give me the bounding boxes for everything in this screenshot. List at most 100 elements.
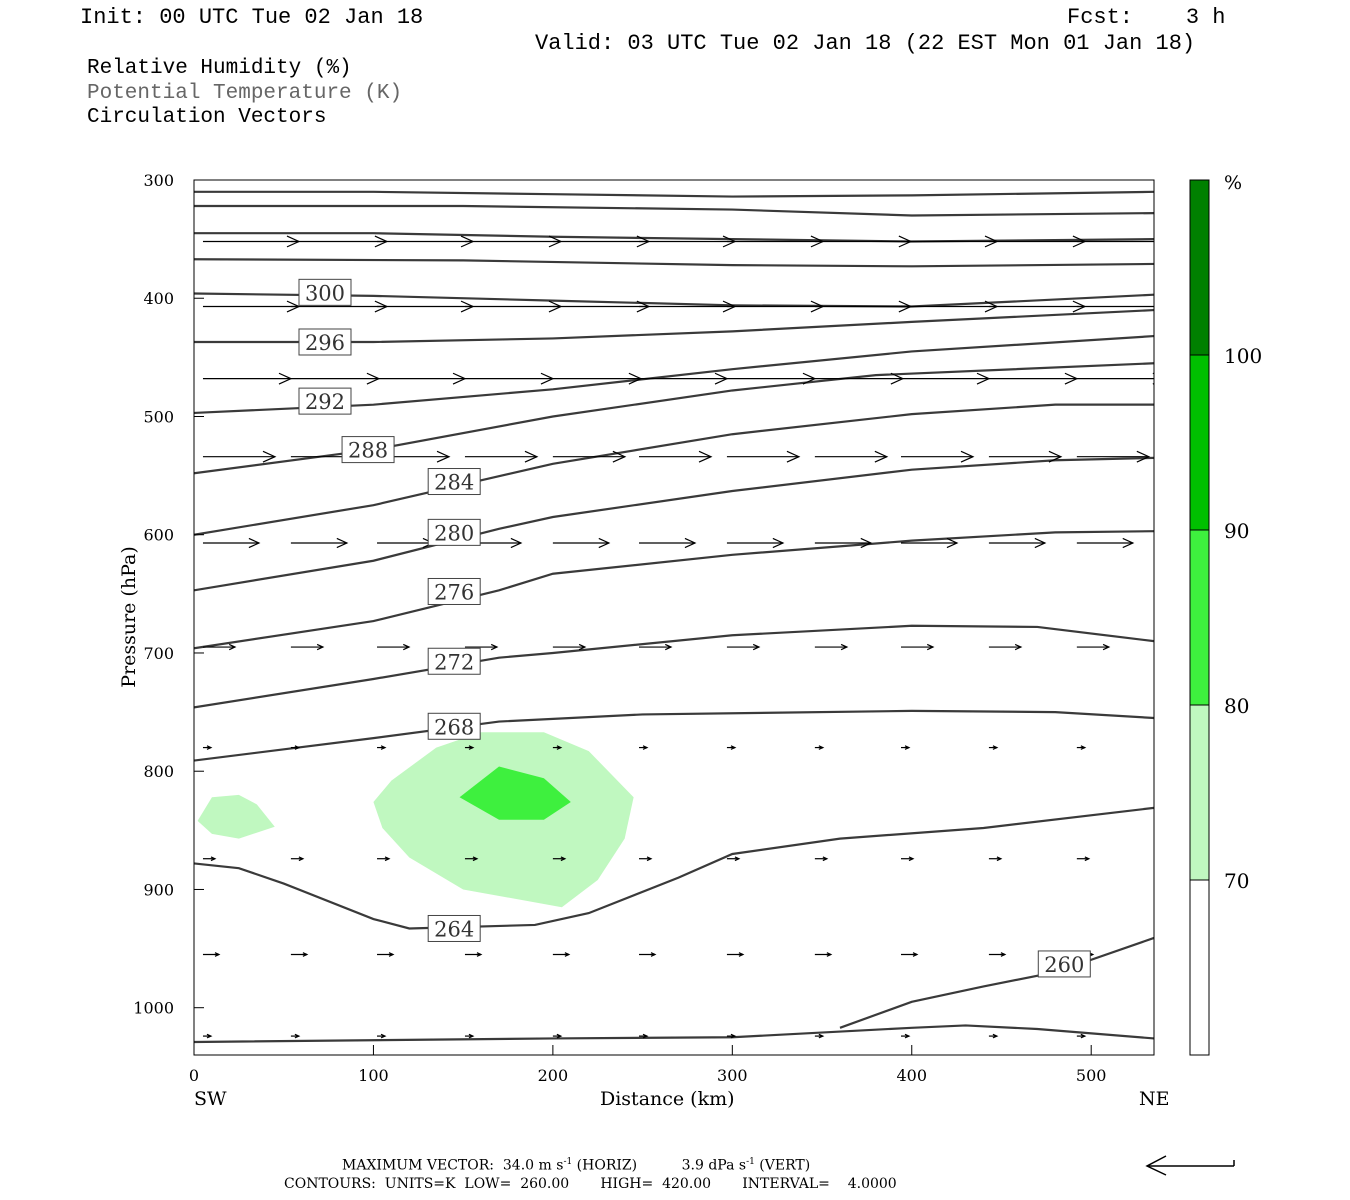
wind-vector: [988, 856, 1003, 862]
colorbar-unit: %: [1224, 172, 1242, 194]
wind-vector-head: [684, 537, 697, 549]
y-tick-label: 900: [143, 880, 174, 899]
wind-vector-head: [904, 1033, 911, 1039]
wind-vector: [988, 745, 999, 750]
wind-vector-head: [436, 450, 451, 463]
wind-vector-head: [840, 643, 849, 651]
wind-vector-head: [818, 1033, 825, 1039]
contour-label-box: [427, 577, 481, 605]
contour-label: 288: [348, 439, 388, 463]
wind-vector-head: [826, 952, 833, 957]
wind-vector: [464, 643, 499, 651]
colorbar-segment: [1189, 179, 1210, 356]
reference-vector: [1145, 1155, 1235, 1176]
wind-vector-head: [298, 856, 305, 862]
wind-vector-head: [822, 856, 829, 862]
wind-vector-head: [1161, 301, 1173, 312]
wind-vector-head: [818, 745, 825, 750]
x-end-label-ne: NE: [1139, 1088, 1170, 1110]
forecast-hour: Fcst: 3 h: [1067, 5, 1226, 30]
wind-vector: [202, 745, 213, 750]
contour-label: 296: [305, 331, 345, 355]
contour-label-box: [427, 647, 481, 675]
wind-vector-head: [992, 745, 999, 750]
wind-vector: [639, 450, 713, 463]
theta-contour-260: [839, 936, 1154, 1029]
wind-vector: [726, 856, 741, 862]
wind-vector: [290, 745, 301, 750]
wind-vector: [377, 643, 411, 651]
theta-contour-unlabeled-11: [194, 1024, 1154, 1044]
y-tick-label: 500: [143, 407, 174, 426]
wind-vector-head: [524, 450, 539, 463]
wind-vector-head: [1080, 1033, 1087, 1039]
wind-vector-head: [926, 643, 935, 651]
legend-relative-humidity: Relative Humidity (%): [87, 57, 352, 80]
wind-vector: [814, 856, 829, 862]
x-tick-label: 100: [358, 1066, 389, 1085]
wind-vector-head: [1102, 643, 1111, 651]
wind-vector-head: [472, 856, 479, 862]
wind-vector: [290, 643, 325, 651]
wind-vector: [1076, 537, 1135, 549]
wind-vector: [726, 643, 761, 651]
wind-vector: [290, 372, 381, 385]
wind-vector: [988, 952, 1007, 957]
wind-vector: [552, 1033, 563, 1039]
wind-vector-head: [1034, 537, 1047, 549]
max-vector-horiz: 34.0 m s: [502, 1157, 564, 1174]
wind-vector-head: [612, 450, 627, 463]
wind-vector-head: [1080, 745, 1087, 750]
wind-vector: [552, 856, 567, 862]
wind-vector: [639, 745, 649, 750]
wind-vector-head: [380, 1033, 387, 1039]
wind-vector: [639, 537, 697, 549]
wind-vector: [464, 372, 555, 385]
wind-vector: [464, 1033, 475, 1039]
colorbar: 70 80 90 100: [1189, 179, 1262, 1056]
wind-vector-head: [556, 1033, 563, 1039]
wind-vector-head: [650, 952, 657, 957]
colorbar-segment: [1189, 354, 1210, 531]
wind-vector: [814, 235, 913, 248]
wind-vector-head: [752, 643, 761, 651]
wind-vector: [900, 450, 975, 463]
wind-vector: [1076, 240, 1154, 243]
wind-vector-head: [294, 1033, 301, 1039]
wind-vector: [726, 300, 825, 313]
theta-contour-layer: [194, 190, 1154, 1044]
max-vector-label: MAXIMUM VECTOR:: [342, 1157, 494, 1174]
y-tick-label: 600: [143, 526, 174, 545]
wind-vector-head: [860, 537, 873, 549]
wind-vector: [464, 450, 539, 463]
wind-vector: [900, 643, 935, 651]
wind-vector: [814, 450, 889, 463]
wind-vector-head: [738, 952, 745, 957]
wind-vector-head: [294, 745, 301, 750]
wind-vector: [814, 1033, 825, 1039]
wind-vector: [1076, 745, 1087, 750]
colorbar-segment: [1189, 529, 1210, 706]
wind-vector: [290, 235, 389, 248]
wind-vector-head: [960, 450, 975, 463]
wind-vector-head: [946, 537, 959, 549]
max-vector-horiz-exponent: -1: [563, 1157, 573, 1167]
wind-vector: [814, 745, 825, 750]
wind-vector-head: [1152, 372, 1154, 385]
wind-vector-head: [403, 643, 411, 651]
wind-vector: [726, 450, 801, 463]
x-tick-label: 400: [896, 1066, 927, 1085]
contour-label: 292: [305, 390, 345, 414]
wind-vector: [900, 1033, 911, 1039]
wind-vector: [202, 643, 237, 651]
wind-vector: [377, 300, 475, 313]
wind-vector-head: [510, 537, 523, 549]
theta-contour-284: [194, 403, 1154, 536]
footer-contours: CONTOURS: UNITS=K LOW= 260.00 HIGH= 420.…: [284, 1176, 897, 1192]
rh-region-70-0: [197, 794, 275, 839]
wind-vector: [1076, 301, 1173, 312]
rh-region-80-2: [459, 766, 571, 820]
wind-vector: [726, 952, 745, 957]
wind-vector: [377, 856, 391, 862]
